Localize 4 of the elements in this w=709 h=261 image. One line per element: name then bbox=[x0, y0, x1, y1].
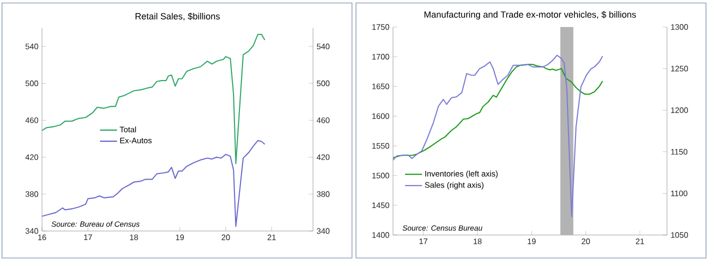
line-series bbox=[41, 34, 266, 164]
chart-title: Retail Sales, $billions bbox=[136, 12, 220, 20]
line-series bbox=[392, 64, 604, 158]
chart-title: Manufacturing and Trade ex-motor vehicles, $ billions bbox=[424, 11, 636, 20]
